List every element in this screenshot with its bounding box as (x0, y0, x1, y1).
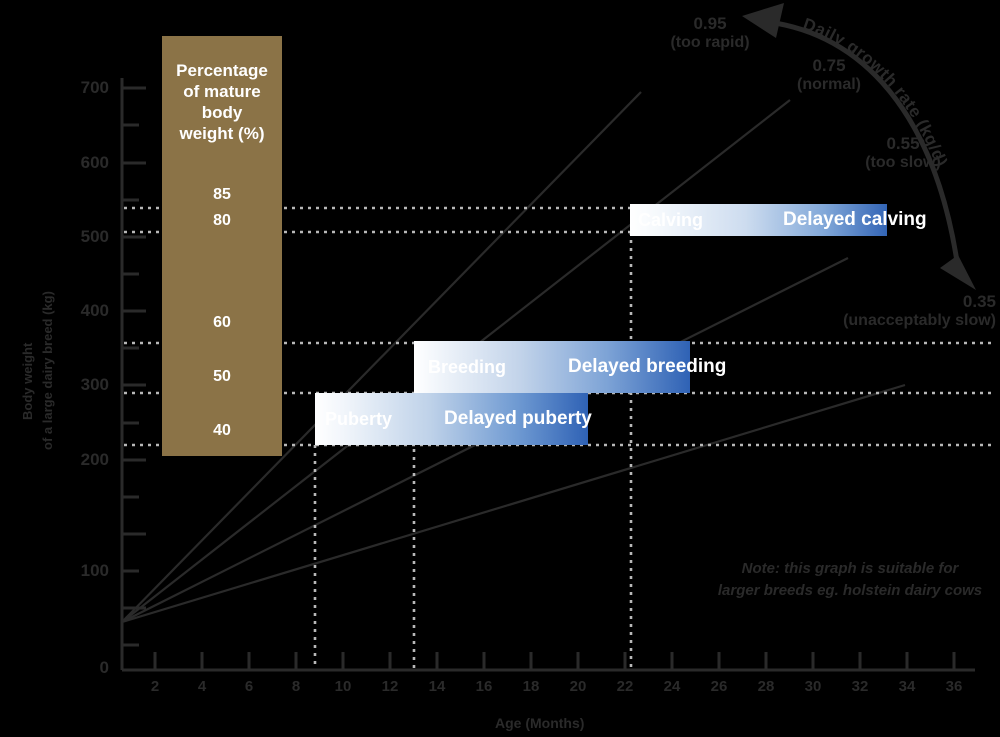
rate-qualifier-055: (too slow) (865, 154, 941, 171)
x-tick-14: 14 (428, 678, 446, 695)
x-tick-16: 16 (475, 678, 493, 695)
percent-label-80: 80 (213, 212, 231, 229)
x-tick-22: 22 (616, 678, 634, 695)
percent-box-title-line4: weight (%) (179, 124, 265, 143)
bar-label-puberty-early: Puberty (325, 408, 393, 429)
x-tick-10: 10 (334, 678, 352, 695)
percent-box-title-line3: body (201, 103, 243, 122)
y-axis-title-line1: Body weight (20, 342, 35, 420)
y-tick-100: 100 (80, 561, 109, 580)
y-axis-ticks (122, 86, 146, 647)
bar-label-puberty-late: Delayed puberty (444, 408, 592, 429)
rate-value-055: 0.55 (886, 134, 920, 153)
percent-box-title-line1: Percentage (176, 61, 268, 80)
percent-label-50: 50 (213, 368, 231, 385)
growth-line-035 (121, 383, 906, 624)
rate-value-035: 0.35 (962, 292, 996, 311)
event-bar-calving[interactable]: Calving Delayed calving (630, 204, 927, 236)
chart-note: Note: this graph is suitable for larger … (660, 558, 1000, 602)
x-tick-26: 26 (710, 678, 728, 695)
event-bar-puberty[interactable]: Puberty Delayed puberty (315, 393, 592, 445)
x-tick-18: 18 (522, 678, 540, 695)
y-tick-600: 600 (80, 153, 109, 172)
rate-value-075: 0.75 (812, 56, 846, 75)
rate-qualifier-095: (too rapid) (670, 34, 750, 51)
chart-note-line2: larger breeds eg. holstein dairy cows (717, 582, 983, 599)
bar-label-breeding-early: Breeding (428, 356, 507, 377)
rate-value-095: 0.95 (693, 14, 727, 33)
x-tick-8: 8 (291, 678, 301, 695)
bar-label-calving-late: Delayed calving (783, 209, 927, 230)
y-axis-title-line2: of a large dairy breed (kg) (40, 291, 55, 450)
bar-label-calving-early: Calving (638, 209, 704, 230)
percent-label-40: 40 (213, 422, 231, 439)
reference-droppers (313, 232, 633, 668)
x-tick-2: 2 (150, 678, 160, 695)
x-tick-34: 34 (898, 678, 916, 695)
x-tick-4: 4 (197, 678, 207, 695)
rate-label-035: 0.35 (unacceptably slow) (830, 292, 996, 330)
bar-label-breeding-late: Delayed breeding (568, 356, 727, 377)
rate-qualifier-035: (unacceptably slow) (843, 312, 996, 329)
x-tick-12: 12 (381, 678, 399, 695)
y-tick-300: 300 (80, 375, 109, 394)
x-axis-title: Age (Months) (495, 715, 585, 731)
growth-line-095 (121, 91, 642, 623)
x-tick-36: 36 (945, 678, 963, 695)
x-tick-28: 28 (757, 678, 775, 695)
x-tick-32: 32 (851, 678, 869, 695)
x-tick-6: 6 (244, 678, 254, 695)
y-tick-500: 500 (80, 227, 109, 246)
chart-note-line1: Note: this graph is suitable for (741, 560, 959, 577)
percent-mature-weight-box (162, 36, 282, 456)
percent-label-60: 60 (213, 314, 231, 331)
y-tick-400: 400 (80, 301, 109, 320)
y-tick-0: 0 (99, 658, 109, 677)
event-bar-breeding[interactable]: Breeding Delayed breeding (414, 341, 726, 393)
percent-box-title: Percentage of mature body weight (%) (162, 60, 282, 144)
rate-qualifier-075: (normal) (797, 76, 861, 93)
rate-label-095: 0.95 (too rapid) (625, 14, 795, 52)
x-tick-30: 30 (804, 678, 822, 695)
y-tick-700: 700 (80, 78, 109, 97)
percent-label-85: 85 (213, 186, 231, 203)
y-tick-200: 200 (80, 450, 109, 469)
x-axis-ticks (153, 652, 956, 670)
percent-box-title-line2: of mature (183, 82, 261, 101)
rate-label-055: 0.55 (too slow) (833, 134, 973, 172)
x-tick-20: 20 (569, 678, 587, 695)
rate-label-075: 0.75 (normal) (750, 56, 908, 94)
x-tick-24: 24 (663, 678, 681, 695)
